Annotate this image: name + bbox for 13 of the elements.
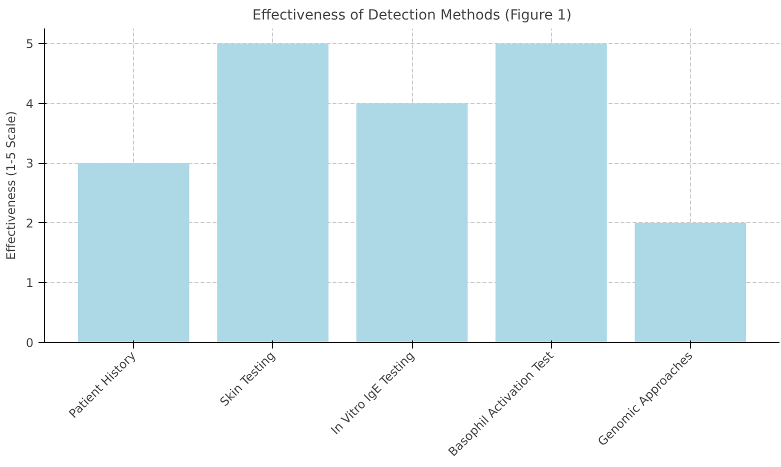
y-tick-label: 5 (26, 36, 34, 51)
y-tick-label: 2 (26, 216, 34, 230)
y-tick-label: 1 (26, 276, 34, 290)
y-axis-title: Effectiveness (1-5 Scale) (4, 111, 18, 260)
chart-title: Effectiveness of Detection Methods (Figure 1) (252, 8, 572, 24)
bar (78, 163, 190, 342)
bar (634, 222, 746, 342)
y-tick-label: 3 (26, 156, 34, 171)
y-tick-label: 0 (26, 336, 34, 350)
bar (496, 43, 607, 342)
bar (217, 43, 328, 342)
bar (356, 103, 468, 342)
y-tick-label: 4 (26, 96, 34, 111)
